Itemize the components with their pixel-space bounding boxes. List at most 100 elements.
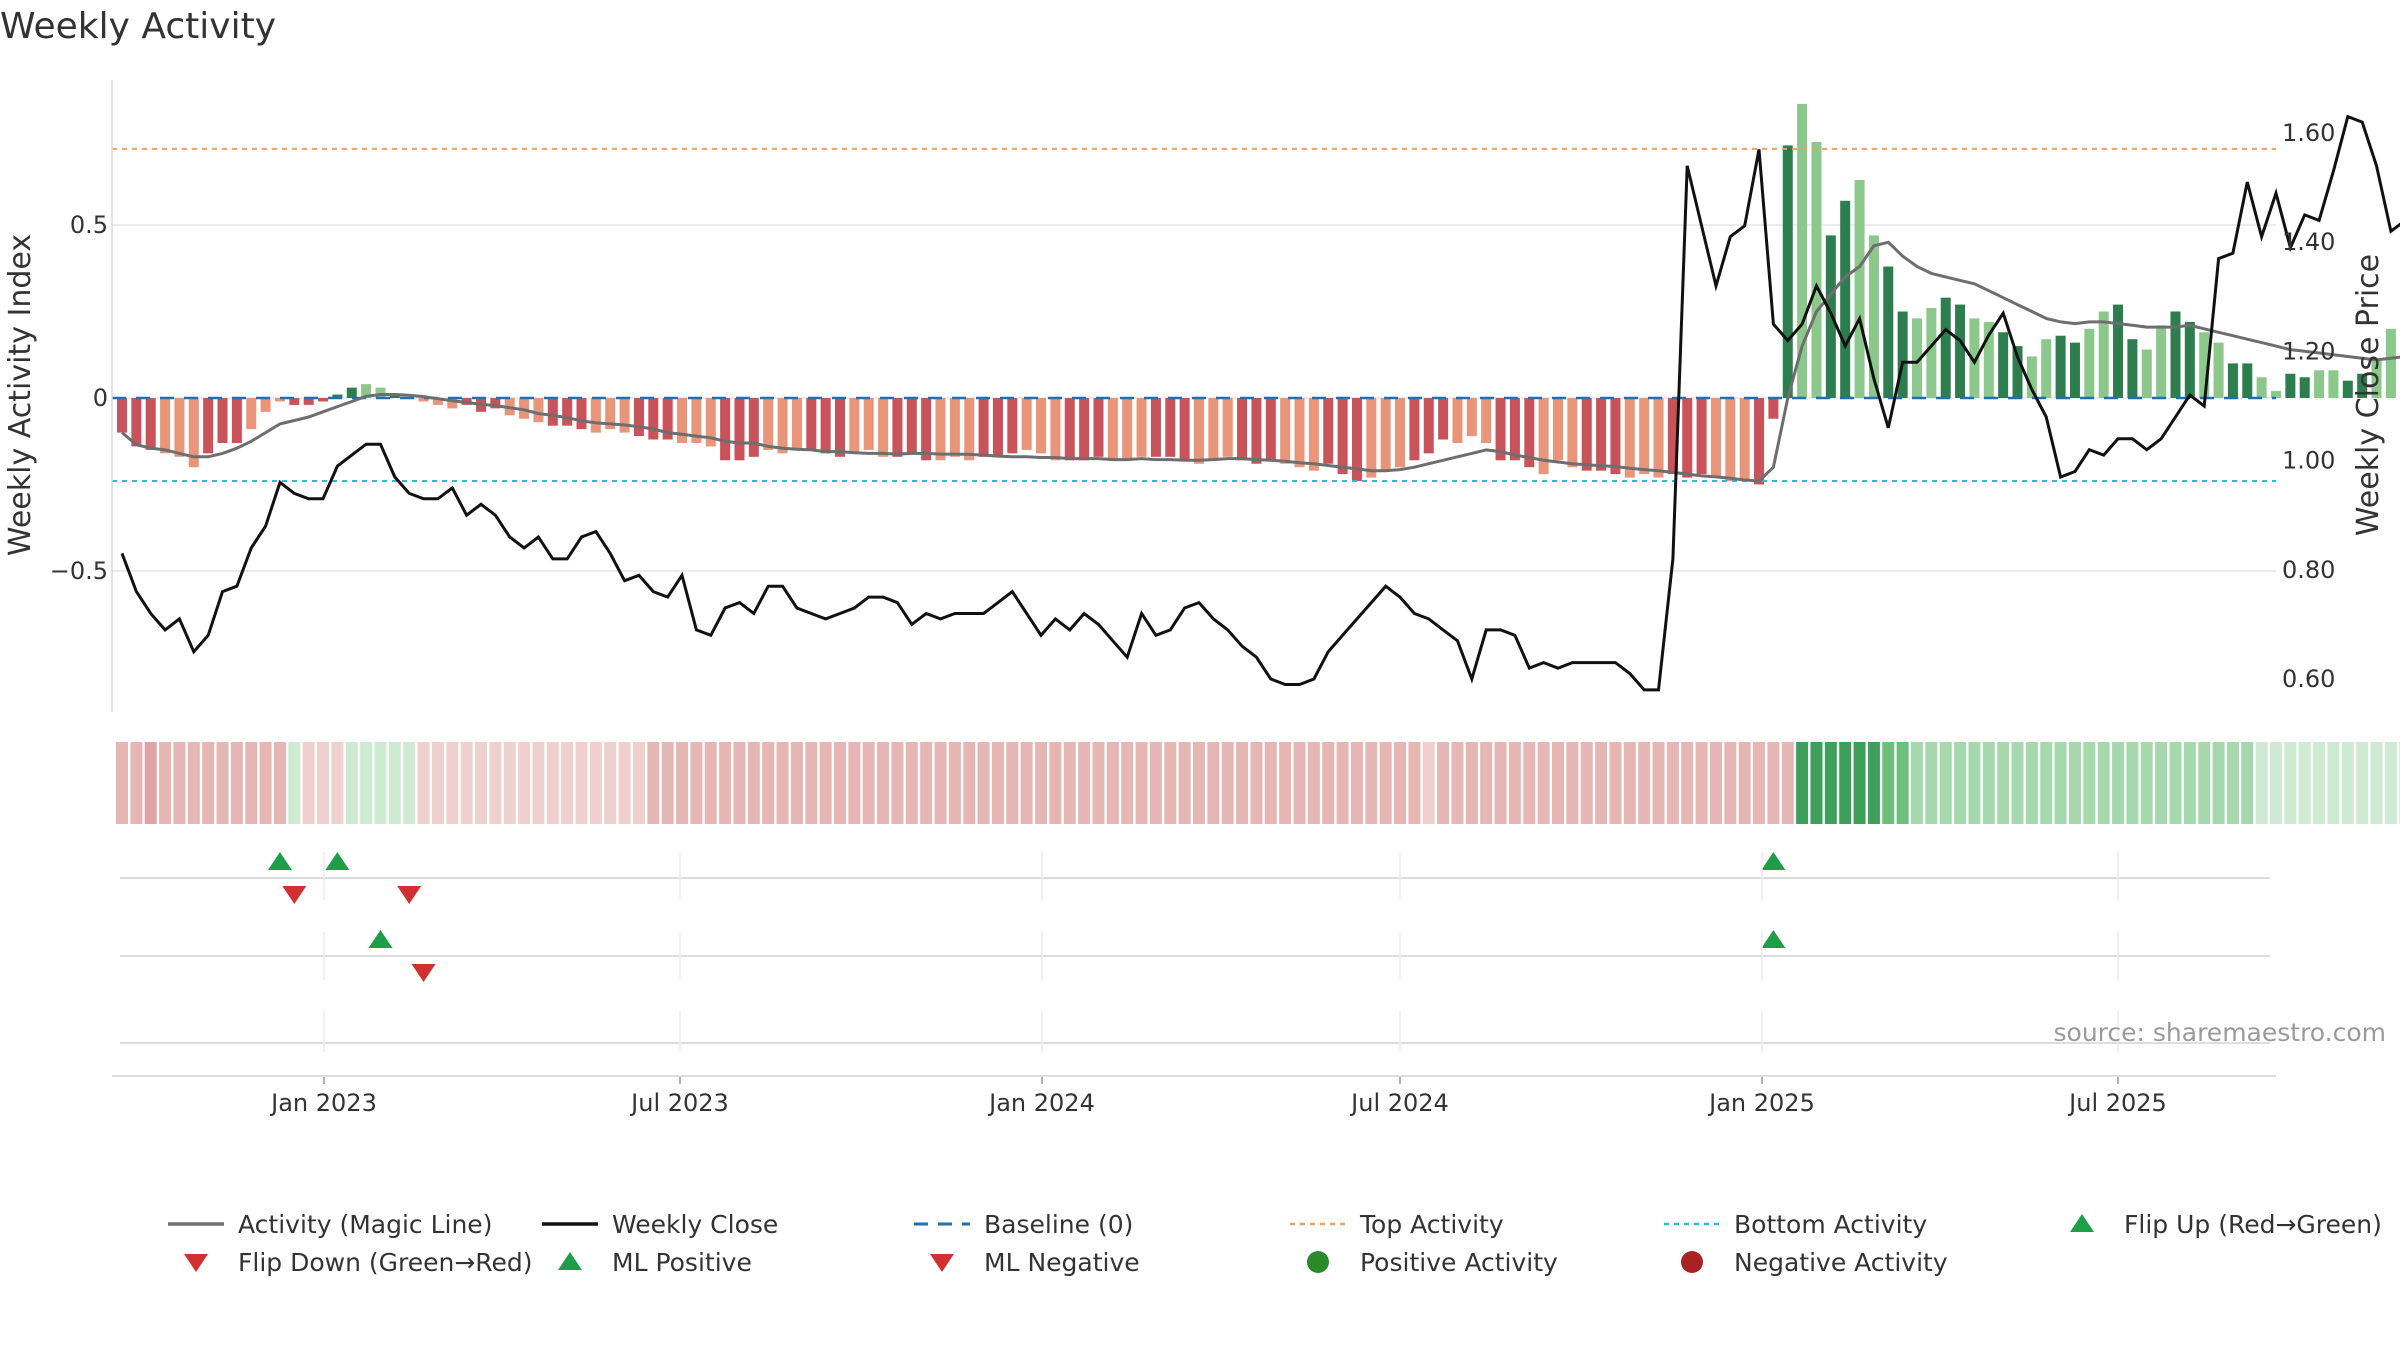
activity-bar bbox=[389, 394, 400, 398]
event-markers bbox=[112, 852, 2276, 1077]
strip-cell bbox=[704, 742, 717, 824]
strip-cell bbox=[475, 742, 487, 824]
activity-bar bbox=[1280, 398, 1291, 464]
strip-cell bbox=[173, 742, 186, 824]
strip-cell bbox=[431, 742, 444, 824]
activity-bar bbox=[1940, 297, 1951, 398]
strip-cell bbox=[2155, 742, 2168, 824]
activity-bar bbox=[633, 398, 644, 437]
strip-cell bbox=[1236, 742, 1249, 824]
activity-bar bbox=[2328, 370, 2339, 398]
activity-bar bbox=[1797, 103, 1808, 399]
activity-bar bbox=[691, 398, 702, 443]
activity-bar bbox=[2285, 373, 2296, 398]
activity-bar bbox=[1725, 398, 1736, 482]
strip-cell bbox=[1911, 742, 1923, 824]
strip-cell bbox=[130, 742, 143, 824]
chart-title: Weekly Activity bbox=[0, 6, 277, 47]
activity-bar bbox=[1194, 398, 1204, 464]
strip-cell bbox=[1882, 742, 1895, 824]
strip-cell bbox=[1451, 742, 1464, 824]
activity-bar bbox=[806, 398, 817, 450]
strip-cell bbox=[2226, 742, 2239, 824]
axes: 0.5 0 −0.5 1.60 1.40 1.20 1.00 0.80 0.60 Weekly A… bbox=[3, 80, 2386, 1117]
strip-cell bbox=[747, 742, 760, 824]
strip-cell bbox=[1178, 742, 1191, 824]
strip-cell bbox=[1250, 742, 1263, 824]
activity-bar bbox=[2242, 363, 2253, 398]
activity-bar bbox=[1653, 398, 1664, 478]
strip-cell bbox=[460, 742, 473, 824]
activity-bar bbox=[1955, 304, 1966, 398]
activity-bar bbox=[231, 398, 242, 443]
strip-cell bbox=[1681, 742, 1694, 824]
legend-label: Activity (Magic Line) bbox=[238, 1210, 492, 1239]
strip-cell bbox=[676, 742, 689, 824]
strip-cell bbox=[1724, 742, 1737, 824]
strip-cell bbox=[403, 742, 416, 824]
strip-cell bbox=[317, 742, 330, 824]
activity-bar bbox=[1682, 398, 1693, 478]
activity-bar bbox=[1567, 398, 1578, 468]
activity-bar bbox=[1007, 398, 1018, 454]
strip-cell bbox=[1695, 742, 1708, 824]
activity-bar bbox=[274, 398, 285, 402]
legend-swatch bbox=[2070, 1214, 2094, 1232]
activity-bar bbox=[1754, 398, 1765, 485]
strip-cell bbox=[1810, 742, 1823, 824]
strip-cell bbox=[1006, 742, 1019, 824]
strip-cell bbox=[1350, 742, 1363, 824]
activity-bar bbox=[1079, 398, 1090, 461]
flip-up-marker bbox=[1761, 852, 1786, 870]
activity-bar bbox=[145, 398, 156, 450]
strip-cell bbox=[1867, 742, 1880, 824]
strip-cell bbox=[2169, 742, 2182, 824]
strip-cell bbox=[489, 742, 502, 824]
strip-cell bbox=[1264, 742, 1277, 824]
strip-cell bbox=[1997, 742, 2010, 824]
activity-bar bbox=[734, 398, 745, 461]
y-axis-label: Weekly Activity Index bbox=[3, 234, 38, 556]
activity-bar bbox=[1050, 398, 1061, 461]
activity-bar bbox=[992, 398, 1003, 457]
activity-bar bbox=[1452, 398, 1463, 443]
reference-lines bbox=[112, 147, 2276, 483]
activity-bar bbox=[1237, 398, 1248, 461]
strip-cell bbox=[1796, 742, 1809, 824]
strip-cell bbox=[159, 742, 172, 824]
strip-cell bbox=[116, 742, 128, 824]
activity-bar bbox=[1538, 398, 1549, 475]
strip-cell bbox=[374, 742, 387, 824]
activity-bar bbox=[1251, 398, 1262, 464]
strip-cell bbox=[1638, 742, 1651, 824]
strip-cell bbox=[388, 742, 401, 824]
strip-cell bbox=[2097, 742, 2110, 824]
strip-cell bbox=[2054, 742, 2067, 824]
activity-bar bbox=[1150, 398, 1161, 457]
activity-bar bbox=[1136, 398, 1147, 457]
strip-cell bbox=[690, 742, 703, 824]
activity-bar bbox=[1524, 398, 1535, 468]
strip-cell bbox=[503, 742, 516, 824]
activity-bar bbox=[361, 384, 372, 398]
activity-bar bbox=[1395, 398, 1406, 468]
strip-cell bbox=[1465, 742, 1478, 824]
x-tick-label: Jul 2024 bbox=[1349, 1089, 1449, 1117]
strip-cell bbox=[1839, 742, 1852, 824]
strip-cell bbox=[1149, 742, 1162, 824]
strip-cell bbox=[762, 742, 775, 824]
activity-bar bbox=[677, 398, 688, 443]
strip-cell bbox=[1135, 742, 1148, 824]
activity-bar bbox=[1380, 398, 1391, 471]
activity-bar bbox=[921, 398, 932, 461]
strip-cell bbox=[345, 742, 358, 824]
strip-cell bbox=[719, 742, 732, 824]
strip-cell bbox=[661, 742, 674, 824]
strip-cell bbox=[2140, 742, 2153, 824]
activity-bar bbox=[2127, 339, 2138, 398]
activity-bar bbox=[2141, 349, 2152, 398]
strip-cell bbox=[2198, 742, 2211, 824]
left-tick-label: 0.5 bbox=[70, 211, 108, 239]
